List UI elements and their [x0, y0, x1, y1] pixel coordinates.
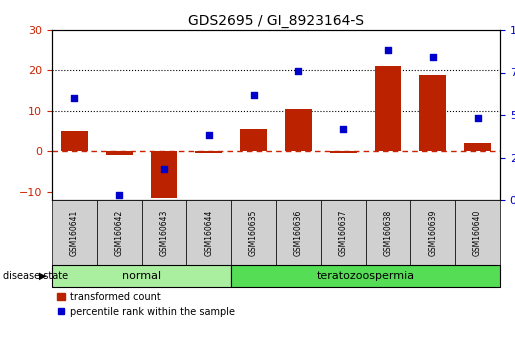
Bar — [419, 75, 446, 152]
Text: GSM160638: GSM160638 — [384, 209, 392, 256]
Bar — [330, 152, 357, 153]
Bar — [61, 131, 88, 152]
Point — [428, 55, 437, 60]
Text: GSM160640: GSM160640 — [473, 209, 482, 256]
Bar — [150, 152, 178, 198]
Point — [384, 47, 392, 53]
Text: GSM160641: GSM160641 — [70, 209, 79, 256]
Legend: transformed count, percentile rank within the sample: transformed count, percentile rank withi… — [57, 292, 234, 317]
Text: GSM160637: GSM160637 — [339, 209, 348, 256]
Bar — [285, 109, 312, 152]
Bar — [142, 200, 186, 265]
Bar — [52, 265, 231, 287]
Point — [339, 126, 347, 131]
Bar — [455, 200, 500, 265]
Text: GSM160636: GSM160636 — [294, 209, 303, 256]
Bar — [186, 200, 231, 265]
Text: GSM160639: GSM160639 — [428, 209, 437, 256]
Text: GSM160643: GSM160643 — [160, 209, 168, 256]
Point — [204, 132, 213, 138]
Bar — [97, 200, 142, 265]
Bar — [374, 67, 401, 152]
Point — [294, 68, 302, 74]
Title: GDS2695 / GI_8923164-S: GDS2695 / GI_8923164-S — [188, 13, 364, 28]
Text: GSM160644: GSM160644 — [204, 209, 213, 256]
Bar — [366, 200, 410, 265]
Bar — [231, 265, 500, 287]
Text: normal: normal — [122, 271, 161, 281]
Point — [70, 95, 78, 101]
Text: teratozoospermia: teratozoospermia — [317, 271, 415, 281]
Point — [473, 115, 482, 121]
Text: GSM160642: GSM160642 — [115, 209, 124, 256]
Bar — [195, 152, 222, 153]
Text: disease state: disease state — [3, 271, 67, 281]
Bar — [231, 200, 276, 265]
Bar — [276, 200, 321, 265]
Bar — [52, 200, 97, 265]
Point — [249, 92, 258, 97]
Bar — [106, 152, 133, 155]
Text: GSM160635: GSM160635 — [249, 209, 258, 256]
Bar — [464, 143, 491, 152]
Point — [115, 192, 123, 198]
Point — [160, 167, 168, 172]
Bar — [410, 200, 455, 265]
Text: ▶: ▶ — [39, 271, 47, 281]
Bar — [240, 129, 267, 152]
Bar — [321, 200, 366, 265]
